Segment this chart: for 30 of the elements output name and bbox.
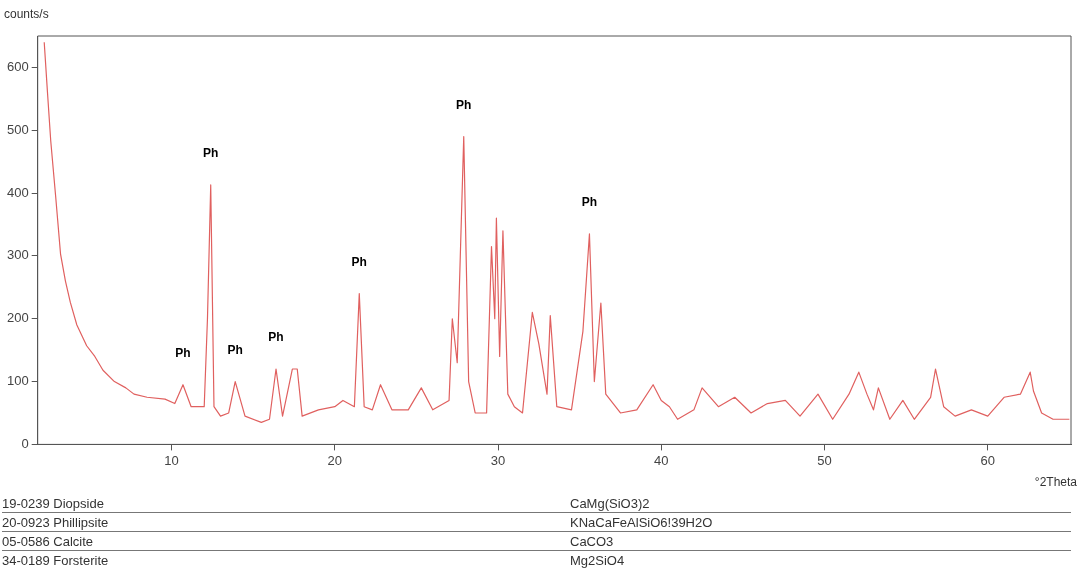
x-tick-label: 60 (980, 452, 995, 468)
y-tick-label: 400 (6, 184, 29, 200)
y-tick-label: 200 (6, 310, 29, 326)
annotation: Ph (203, 145, 219, 160)
text: CaMg(SiO3)2 (570, 496, 650, 511)
annotation: Ph (581, 194, 598, 209)
annotation: Ph (456, 97, 472, 112)
annotation: Ph (268, 330, 284, 344)
x-tick-label: 10 (164, 452, 179, 468)
y-axis-title: counts/s (4, 7, 49, 21)
x-tick-label: 30 (490, 452, 506, 468)
x-tick-label: 40 (654, 452, 669, 468)
x-tick-label: 50 (817, 452, 832, 468)
text: 20-0923 Phillipsite (2, 515, 109, 530)
y-tick-label: 600 (6, 58, 29, 74)
y-tick-label: 0 (21, 435, 29, 451)
y-tick-label: 100 (6, 373, 29, 389)
text: 34-0189 Forsterite (2, 553, 109, 568)
annotation: Ph (175, 345, 191, 360)
text: Mg2SiO4 (570, 553, 625, 568)
y-tick-label: 300 (6, 247, 29, 263)
text: KNaCaFeAlSiO6!39H2O (570, 515, 713, 530)
x-tick-label: 20 (327, 452, 343, 468)
y-tick-label: 500 (6, 121, 29, 137)
text: CaCO3 (570, 534, 614, 549)
text: 05-0586 Calcite (2, 534, 94, 549)
x-axis-title: °2Theta (1034, 475, 1078, 489)
text: 19-0239 Diopside (2, 496, 104, 511)
annotation: Ph (351, 254, 367, 269)
annotation: Ph (227, 342, 243, 357)
